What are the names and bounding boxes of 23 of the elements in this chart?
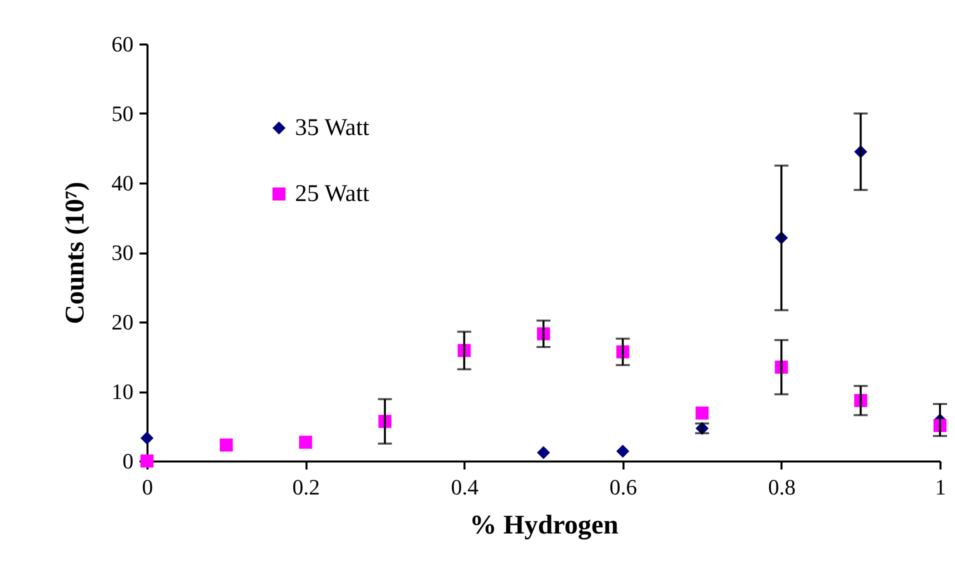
legend-label: 35 Watt <box>295 115 370 141</box>
y-tick-label: 0 <box>122 448 134 474</box>
point <box>536 446 550 460</box>
point <box>299 436 312 449</box>
point <box>220 438 233 452</box>
point <box>696 406 709 420</box>
x-tick-label: 0.4 <box>450 474 478 500</box>
y-tick-label: 10 <box>112 379 134 404</box>
x-tick-label: 0.2 <box>292 474 320 500</box>
legend-label: 25 Watt <box>295 181 370 207</box>
y-tick-label: 60 <box>112 32 134 56</box>
point <box>140 432 154 445</box>
point <box>616 444 630 458</box>
y-tick-label: 40 <box>112 170 134 196</box>
y-tick-label: 20 <box>112 310 134 334</box>
x-tick-label: 0.6 <box>610 474 638 500</box>
x-axis-title: % Hydrogen <box>470 510 618 540</box>
y-tick-label: 30 <box>112 240 134 265</box>
x-tick-label: 1 <box>935 474 946 500</box>
y-axis-title: Counts (10⁷) <box>60 182 90 324</box>
x-tick-label: 0 <box>142 474 153 500</box>
x-tick-label: 0.8 <box>768 474 796 500</box>
y-tick-label: 50 <box>112 101 134 126</box>
